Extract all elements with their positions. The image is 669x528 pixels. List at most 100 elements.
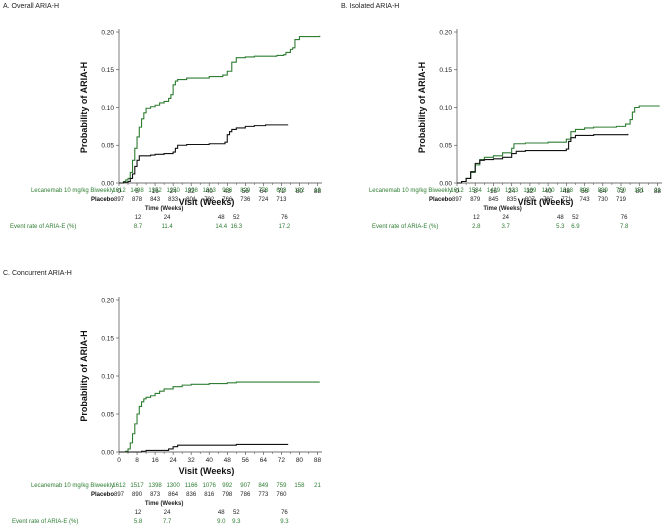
placebo-at-risk: 719 xyxy=(616,197,627,203)
lecanemab-at-risk: 151 xyxy=(634,188,645,194)
x-tick-label: 8 xyxy=(135,188,139,195)
placebo-at-risk: 786 xyxy=(240,492,251,498)
x-tick-label: 80 xyxy=(296,188,304,195)
placebo-row-label: Placebo xyxy=(91,197,114,203)
y-tick-label: 0.10 xyxy=(101,105,114,112)
lecanemab-at-risk: 1612 xyxy=(112,188,126,194)
y-axis-label: Probability of ARIA-H xyxy=(79,62,89,153)
event-rate-label: Event rate of ARIA-E (%) xyxy=(372,224,438,230)
event-rate-value: 9.3 xyxy=(280,519,289,525)
lecanemab-at-risk: 759 xyxy=(276,483,287,489)
event-rate-week: 76 xyxy=(281,510,288,516)
event-rate-value: 7.8 xyxy=(620,224,629,230)
y-tick-label: 0.05 xyxy=(101,411,114,418)
lecanemab-at-risk: 1189 xyxy=(523,188,537,194)
lecanemab-at-risk: 1013 xyxy=(203,188,217,194)
x-tick-label: 16 xyxy=(151,457,159,464)
event-rate-value: 11.4 xyxy=(162,224,174,230)
lecanemab-at-risk: 158 xyxy=(294,483,305,489)
y-tick-label: 0.20 xyxy=(439,29,452,36)
lecanemab-curve xyxy=(457,105,660,184)
lecanemab-at-risk: 1352 xyxy=(148,188,162,194)
placebo-at-risk: 713 xyxy=(276,197,287,203)
placebo-at-risk: 766 xyxy=(222,197,233,203)
x-tick-label: 40 xyxy=(206,457,214,464)
x-tick-label: 88 xyxy=(314,457,322,464)
lecanemab-at-risk: 693 xyxy=(276,188,287,194)
x-tick-label: 64 xyxy=(260,188,268,195)
x-tick-label: 88 xyxy=(654,188,662,195)
event-rate-value: 5.8 xyxy=(134,519,143,525)
lecanemab-row-label: Lecanemab 10 mg/kg Biweekly xyxy=(31,483,114,489)
lecanemab-row-label: Lecanemab 10 mg/kg Biweekly xyxy=(31,188,114,194)
x-tick-label: 48 xyxy=(224,188,232,195)
x-axis-label: Visit (Weeks) xyxy=(179,466,235,476)
lecanemab-at-risk: 750 xyxy=(616,188,627,194)
placebo-at-risk: 807 xyxy=(525,197,536,203)
lecanemab-at-risk: 1612 xyxy=(450,188,464,194)
y-tick-label: 0.00 xyxy=(101,449,114,456)
panel-title: B. Isolated ARIA-H xyxy=(341,3,399,10)
y-tick-label: 0.00 xyxy=(439,180,452,187)
event-rate-value: 9.0 xyxy=(217,519,226,525)
lecanemab-at-risk: 1076 xyxy=(203,483,217,489)
x-tick-label: 64 xyxy=(599,188,607,195)
placebo-at-risk: 836 xyxy=(186,492,197,498)
y-tick-label: 0.15 xyxy=(101,67,114,74)
lecanemab-at-risk: 1333 xyxy=(505,188,519,194)
lecanemab-at-risk: 1517 xyxy=(130,483,144,489)
placebo-at-risk: 833 xyxy=(168,197,179,203)
placebo-row-label: Placebo xyxy=(429,197,452,203)
placebo-at-risk: 864 xyxy=(168,492,179,498)
time-label: Time (Weeks) xyxy=(483,206,521,212)
event-rate-value: 14.4 xyxy=(215,224,227,230)
event-rate-week: 24 xyxy=(164,215,171,221)
x-tick-label: 56 xyxy=(242,457,250,464)
event-rate-week: 48 xyxy=(218,510,225,516)
x-tick-label: 32 xyxy=(188,188,196,195)
lecanemab-at-risk: 907 xyxy=(240,483,251,489)
placebo-at-risk: 787 xyxy=(543,197,554,203)
lecanemab-at-risk: 132 xyxy=(294,188,305,194)
lecanemab-at-risk: 1300 xyxy=(166,483,180,489)
panel-b: B. Isolated ARIA-H 0.00 0.05 0.10 0.15 0.20 0 8… xyxy=(341,3,662,230)
lecanemab-at-risk: 1398 xyxy=(148,483,162,489)
placebo-at-risk: 798 xyxy=(222,492,233,498)
event-rate-week: 52 xyxy=(572,215,579,221)
x-tick-label: 80 xyxy=(296,457,304,464)
time-label: Time (Weeks) xyxy=(145,501,183,507)
lecanemab-at-risk: 1612 xyxy=(112,483,126,489)
x-tick-label: 56 xyxy=(581,188,589,195)
panel-title: A. Overall ARIA-H xyxy=(3,3,59,10)
event-rate-week: 76 xyxy=(281,215,288,221)
x-tick-label: 72 xyxy=(617,188,625,195)
placebo-at-risk: 771 xyxy=(561,197,572,203)
event-rate-week: 52 xyxy=(233,215,240,221)
panel-a: A. Overall ARIA-H0.000.050.100.150.200 8 1… xyxy=(3,3,322,230)
event-rate-week: 12 xyxy=(135,510,142,516)
event-rate-week: 48 xyxy=(218,215,225,221)
lecanemab-at-risk: 898 xyxy=(580,188,591,194)
lecanemab-at-risk: 1166 xyxy=(185,483,199,489)
x-tick-label: 24 xyxy=(170,457,178,464)
lecanemab-at-risk: 778 xyxy=(258,188,269,194)
x-axis-label: Visit (Weeks) xyxy=(518,197,574,207)
lecanemab-at-risk: 829 xyxy=(240,188,251,194)
event-rate-value: 5.3 xyxy=(556,224,565,230)
x-tick-label: 32 xyxy=(526,188,534,195)
placebo-at-risk: 897 xyxy=(114,492,125,498)
placebo-at-risk: 873 xyxy=(150,492,161,498)
x-tick-label: 40 xyxy=(544,188,552,195)
panel-title: C. Concurrent ARIA-H xyxy=(3,270,72,277)
y-tick-label: 0.05 xyxy=(101,143,114,150)
event-rate-value: 2.8 xyxy=(472,224,481,230)
y-axis-label: Probability of ARIA-H xyxy=(79,330,89,421)
x-tick-label: 88 xyxy=(314,188,322,195)
placebo-row-label: Placebo xyxy=(91,492,114,498)
placebo-at-risk: 743 xyxy=(580,197,591,203)
placebo-at-risk: 724 xyxy=(258,197,269,203)
y-tick-label: 0.20 xyxy=(101,29,114,36)
event-rate-value: 7.7 xyxy=(163,519,172,525)
x-tick-label: 8 xyxy=(473,188,477,195)
lecanemab-at-risk: 1250 xyxy=(166,188,180,194)
